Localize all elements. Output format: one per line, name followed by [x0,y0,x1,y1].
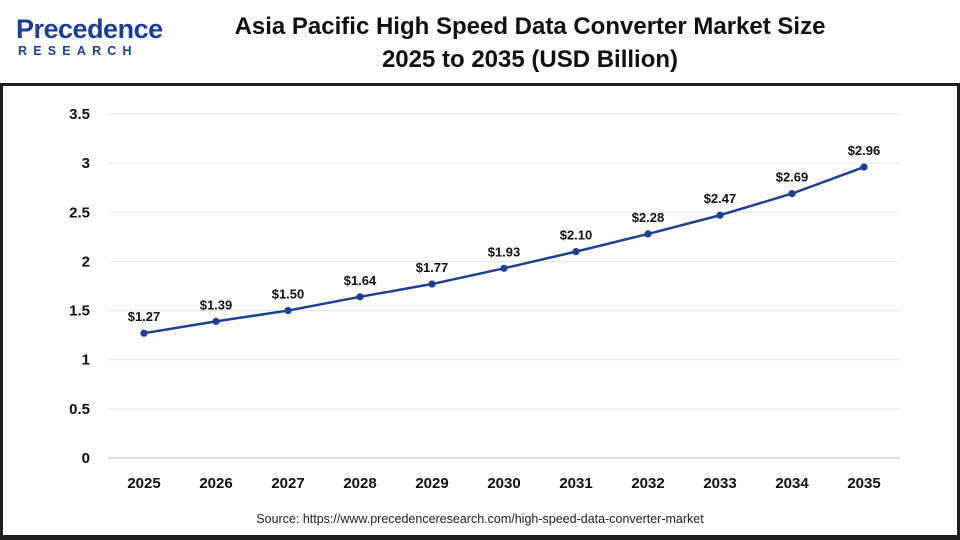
x-tick-label: 2031 [559,475,592,492]
data-label: $1.64 [344,273,377,288]
y-tick-label: 1 [82,352,90,369]
brand-logo: Precedence RESEARCH [16,14,166,64]
data-label: $1.39 [200,297,233,312]
data-point [140,329,148,337]
header: Precedence RESEARCH Asia Pacific High Sp… [0,0,960,82]
frame-edge-left [0,86,3,540]
chart-title-line2: 2025 to 2035 (USD Billion) [381,46,679,73]
data-point [428,280,436,288]
frame-edge-right [957,86,960,540]
y-tick-label: 0.5 [69,401,90,418]
data-point [356,293,364,301]
x-tick-label: 2032 [631,475,664,492]
source-note: Source: https://www.precedenceresearch.c… [256,512,704,526]
y-tick-label: 3 [82,155,90,172]
x-tick-label: 2033 [703,475,736,492]
data-label: $1.93 [488,244,521,259]
data-point [644,230,652,238]
x-tick-label: 2028 [343,475,376,492]
data-label: $1.77 [416,260,449,275]
y-tick-label: 3.5 [69,106,90,123]
data-label: $1.27 [128,309,161,324]
data-point [860,163,868,171]
data-point [572,248,580,256]
x-tick-label: 2027 [271,475,304,492]
data-label: $1.50 [272,287,305,302]
x-tick-label: 2026 [199,475,232,492]
data-label: $2.69 [776,170,809,185]
x-tick-label: 2025 [127,475,160,492]
footer-divider [0,535,960,540]
data-label: $2.96 [848,143,881,158]
x-tick-label: 2035 [847,475,880,492]
data-label: $2.28 [632,210,665,225]
header-divider [0,83,960,86]
line-chart: 0 0.5 1 1.5 2 2.5 3 3.5 2025 2026 2027 2028 2029 2030… [69,106,900,492]
brand-name: Precedence [16,14,163,44]
y-tick-label: 2 [82,253,90,270]
y-tick-label: 0 [82,450,90,467]
data-point [716,211,724,219]
chart-title-line1: Asia Pacific High Speed Data Converter M… [234,13,826,40]
data-point [500,264,508,272]
x-tick-label: 2034 [775,475,809,492]
data-point [788,190,796,198]
data-point [284,306,292,315]
brand-sub: RESEARCH [18,44,138,58]
y-tick-label: 1.5 [69,303,90,320]
data-label: $2.10 [560,228,593,243]
x-tick-label: 2030 [487,475,520,492]
data-point [212,317,220,325]
y-tick-label: 2.5 [69,204,90,221]
chart-title: Asia Pacific High Speed Data Converter M… [230,10,830,76]
data-label: $2.47 [704,191,737,206]
x-tick-label: 2029 [415,475,448,492]
